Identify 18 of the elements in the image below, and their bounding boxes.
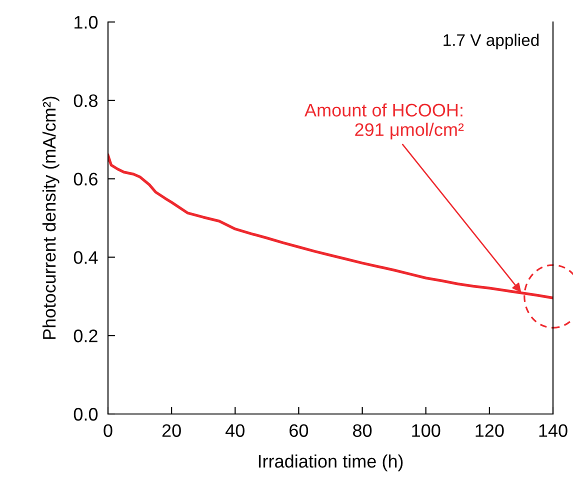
y-tick-label: 0.4 (74, 251, 98, 264)
x-tick-label: 0 (104, 424, 112, 437)
annotation: Amount of HCOOH: 291 μmol/cm² (304, 103, 464, 140)
x-tick-label: 80 (353, 424, 372, 437)
x-tick-label: 120 (476, 424, 504, 437)
y-tick-label: 0.6 (74, 172, 98, 186)
x-axis-title: Irradiation time (h) (258, 454, 403, 472)
y-tick-label: 0.8 (74, 94, 98, 108)
x-tick-label: 100 (412, 424, 440, 437)
y-tick-label: 1.0 (74, 16, 98, 29)
y-tick-label: 0.2 (74, 330, 98, 342)
y-axis-title: Photocurrent density (mA/cm²) (42, 96, 60, 339)
annotation: 1.7 V applied (444, 34, 539, 50)
x-tick-label: 20 (162, 424, 181, 437)
x-tick-label: 140 (539, 424, 568, 437)
y-tick-label: 0.0 (74, 408, 98, 421)
x-tick-label: 40 (226, 424, 244, 437)
x-tick-label: 60 (290, 424, 308, 437)
